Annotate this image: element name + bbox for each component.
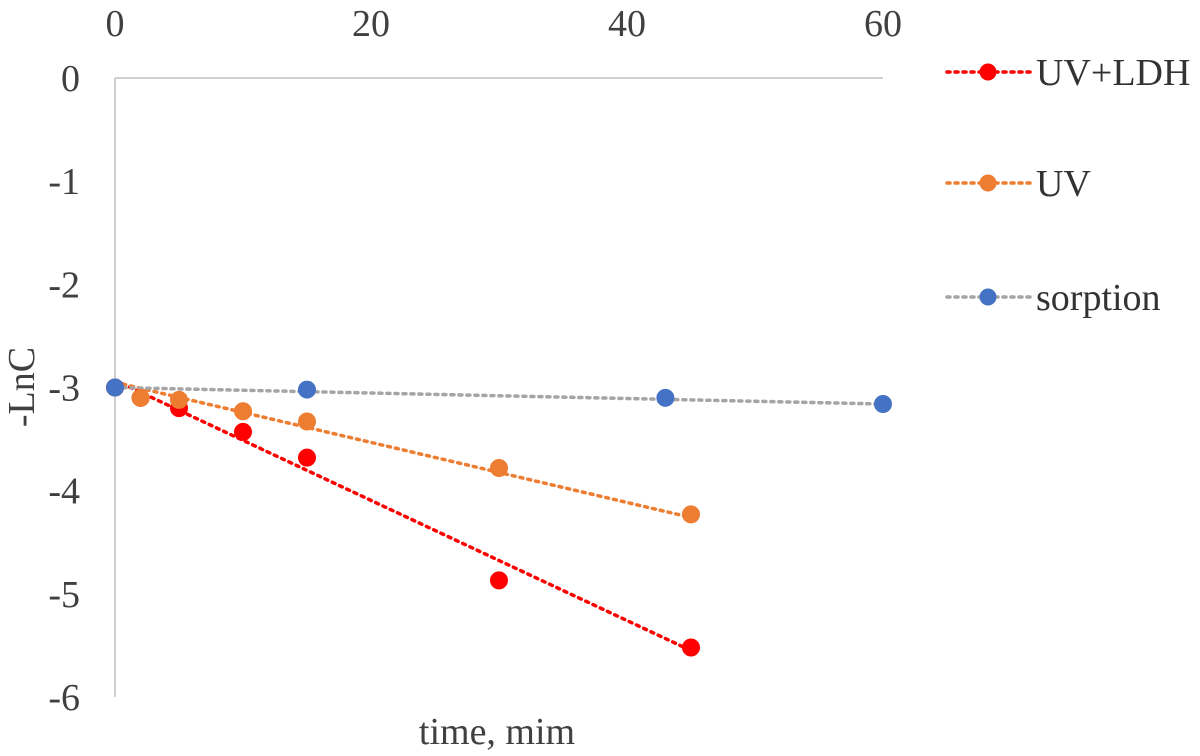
data-point-UV	[131, 388, 150, 407]
legend-label-sorption: sorption	[1036, 277, 1161, 319]
y-tick-label: -2	[48, 264, 80, 306]
y-tick-label: -6	[48, 677, 80, 719]
data-point-UV	[234, 402, 252, 421]
trendlines	[113, 378, 885, 653]
data-point-sorption	[106, 378, 124, 397]
x-tick-label: 40	[608, 3, 646, 45]
legend-label-UV: UV	[1036, 163, 1091, 205]
y-tick-label: -3	[48, 368, 80, 410]
y-tick-label: -1	[48, 161, 80, 203]
axes	[114, 77, 883, 697]
legend: UV+LDH UV sorption	[945, 52, 1190, 319]
legend-marker-UV+LDH	[979, 63, 997, 81]
x-tick-label: 20	[352, 3, 390, 45]
y-tick-label: 0	[61, 58, 80, 100]
data-point-UV+LDH	[298, 448, 316, 467]
y-tick-label: -4	[48, 471, 80, 513]
tick-labels: 0 20 40 60 0 -1 -2 -3 -4 -5 -6	[48, 3, 902, 719]
y-axis-label: -LnC	[1, 347, 43, 427]
data-point-UV+LDH	[234, 422, 252, 441]
data-point-UV+LDH	[682, 638, 700, 657]
data-point-UV	[298, 412, 316, 431]
data-point-sorption	[298, 380, 316, 399]
data-point-UV	[170, 390, 188, 409]
data-point-UV+LDH	[490, 571, 508, 590]
x-tick-label: 0	[106, 3, 125, 45]
x-axis-label: time, mim	[419, 711, 575, 753]
trendline-UV	[113, 380, 693, 520]
data-point-sorption	[656, 388, 675, 407]
y-tick-label: -5	[48, 574, 80, 616]
data-point-UV	[682, 505, 700, 524]
trendline-UV+LDH	[113, 378, 693, 653]
data-point-sorption	[874, 395, 892, 414]
legend-label-UV+LDH: UV+LDH	[1036, 52, 1190, 94]
legend-marker-sorption	[979, 288, 997, 306]
trendline-sorption	[113, 385, 885, 406]
data-point-UV	[490, 458, 508, 477]
legend-marker-UV	[979, 174, 997, 192]
x-tick-label: 60	[864, 3, 902, 45]
data-points	[106, 378, 892, 657]
